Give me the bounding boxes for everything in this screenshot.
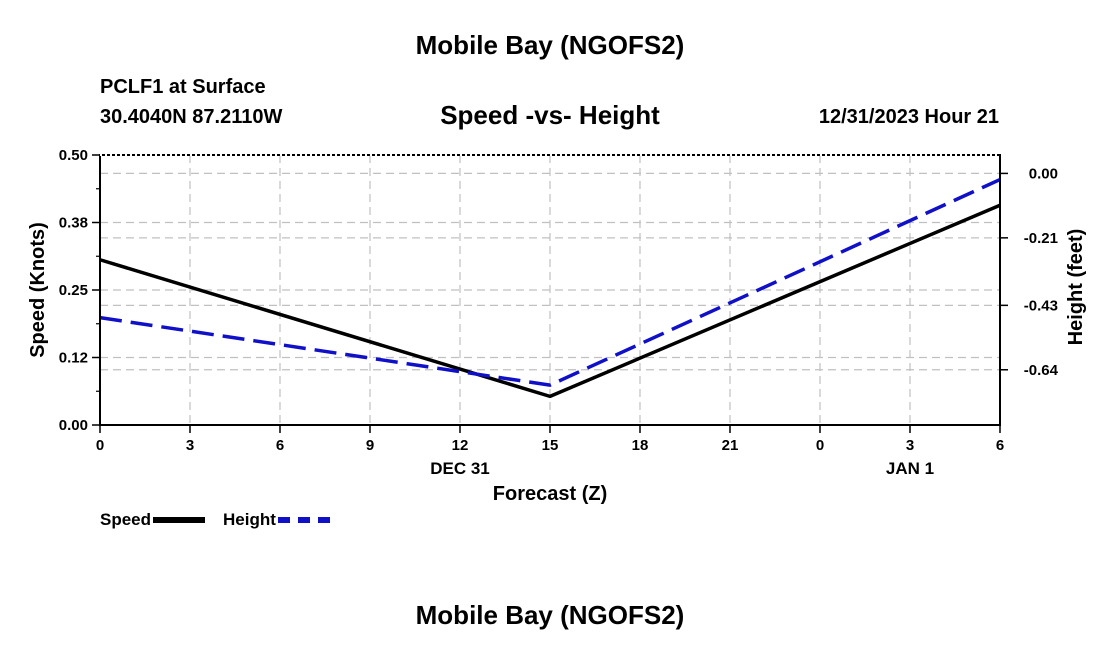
series-line-speed	[99, 203, 1001, 399]
y-tick-label: 0.00	[59, 417, 88, 434]
x-tick-label: 12	[452, 437, 469, 454]
y-axis-label: Speed (Knots)	[27, 222, 49, 358]
y2-tick-label: -0.64	[1024, 362, 1059, 379]
y-tick-label: 0.12	[59, 350, 88, 367]
x-date-label: JAN 1	[886, 459, 934, 478]
x-tick-label: 21	[722, 437, 739, 454]
footer-title: Mobile Bay (NGOFS2)	[415, 600, 685, 630]
legend-item-height: Height	[223, 510, 330, 530]
legend-height-swatch	[277, 517, 330, 523]
x-tick-label: 0	[816, 437, 824, 454]
x-tick-label: 9	[366, 437, 374, 454]
y-tick-label: 0.38	[59, 215, 88, 232]
y2-tick-label: -0.43	[1024, 297, 1058, 314]
x-date-label: DEC 31	[430, 459, 490, 478]
page-title: Mobile Bay (NGOFS2)	[415, 30, 685, 60]
y-tick-label: 0.50	[59, 147, 88, 164]
x-tick-label: 6	[996, 437, 1004, 454]
legend-item-speed: Speed	[100, 510, 206, 530]
x-tick-label: 6	[276, 437, 284, 454]
y2-tick-label: -0.21	[1024, 230, 1058, 247]
y-tick-label: 0.25	[59, 282, 88, 299]
y2-axis-label: Height (feet)	[1065, 229, 1087, 346]
x-tick-label: 18	[632, 437, 649, 454]
legend-speed-label: Speed	[100, 510, 152, 529]
y2-tick-label: 0.00	[1029, 165, 1058, 182]
datetime-label: 12/31/2023 Hour 21	[818, 106, 999, 128]
x-tick-label: 0	[96, 437, 104, 454]
series-layer	[99, 177, 1001, 399]
station-label: PCLF1 at Surface	[100, 76, 266, 98]
x-tick-label: 3	[906, 437, 914, 454]
grid	[100, 155, 1000, 425]
x-axis-label: Forecast (Z)	[493, 483, 607, 505]
chart-title: Speed -vs- Height	[440, 100, 660, 130]
legend-height-label: Height	[223, 510, 276, 529]
legend: Speed Height	[100, 510, 348, 530]
x-tick-label: 15	[542, 437, 559, 454]
coordinates-label: 30.4040N 87.2110W	[100, 106, 283, 128]
legend-speed-swatch	[153, 517, 206, 523]
series-line-height	[99, 177, 1001, 387]
axes: 0 3 6 9 12 15 18 21 0 3 6 DEC 31 JAN 1 0.00 0.12 0.25 0.…	[59, 147, 1059, 478]
x-tick-label: 3	[186, 437, 194, 454]
